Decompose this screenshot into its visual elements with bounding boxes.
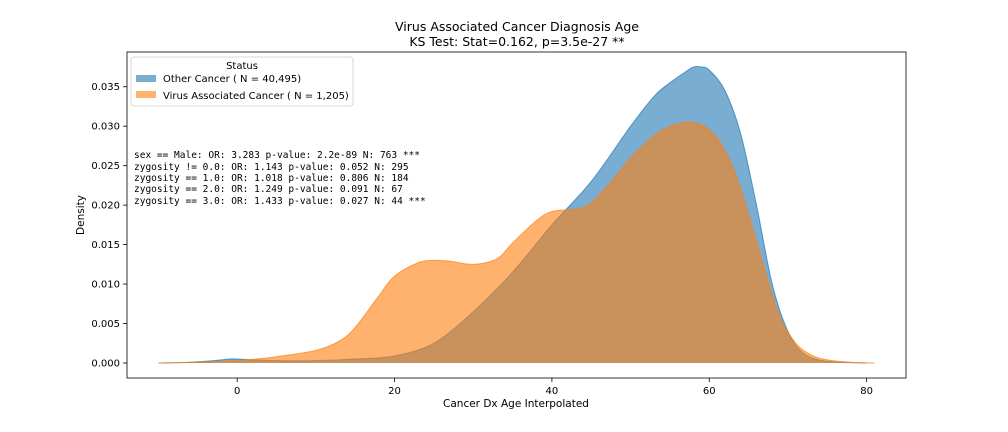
y-tick-label: 0.030	[91, 122, 120, 133]
x-axis-label: Cancer Dx Age Interpolated	[443, 398, 589, 410]
x-tick-label: 80	[860, 386, 873, 397]
legend-box	[130, 56, 354, 107]
annotation-line: sex == Male: OR: 3.283 p-value: 2.2e-89 …	[134, 150, 420, 161]
legend-swatch-other-cancer	[136, 75, 156, 82]
x-tick-label: 0	[234, 386, 240, 397]
legend-label-other-cancer: Other Cancer ( N = 40,495)	[163, 74, 301, 85]
annotation-line: zygosity == 2.0: OR: 1.249 p-value: 0.09…	[134, 184, 403, 195]
y-tick-label: 0.000	[91, 359, 120, 370]
y-axis: 0.000 0.005 0.010 0.015 0.020 0.025 0.030 0.035	[91, 82, 127, 370]
y-tick-label: 0.005	[91, 319, 120, 330]
y-tick-label: 0.025	[91, 161, 120, 172]
density-areas	[158, 66, 875, 364]
legend-label-virus-associated-cancer: Virus Associated Cancer ( N = 1,205)	[163, 91, 349, 102]
legend-swatch-virus-associated-cancer	[136, 91, 156, 98]
y-tick-label: 0.035	[91, 82, 120, 93]
y-tick-label: 0.010	[91, 280, 120, 291]
chart-title: Virus Associated Cancer Diagnosis Age	[395, 19, 639, 34]
x-tick-label: 60	[703, 386, 716, 397]
annotation-line: zygosity != 0.0: OR: 1.143 p-value: 0.05…	[134, 162, 409, 173]
y-tick-label: 0.015	[91, 240, 120, 251]
x-axis: 0 20 40 60 80	[234, 378, 873, 397]
annotation-line: zygosity == 1.0: OR: 1.018 p-value: 0.80…	[134, 173, 409, 184]
x-tick-label: 20	[388, 386, 401, 397]
legend: Status Other Cancer ( N = 40,495) Virus …	[130, 56, 354, 107]
y-tick-label: 0.020	[91, 201, 120, 212]
x-tick-label: 40	[546, 386, 559, 397]
chart-subtitle: KS Test: Stat=0.162, p=3.5e-27 **	[409, 34, 624, 49]
legend-title: Status	[226, 61, 258, 72]
axes-frame	[126, 51, 907, 379]
density-line-1	[158, 121, 875, 364]
y-axis-label: Density	[75, 195, 87, 235]
density-area-1	[158, 122, 875, 363]
annotation-line: zygosity == 3.0: OR: 1.433 p-value: 0.02…	[134, 196, 426, 207]
annotation-block: sex == Male: OR: 3.283 p-value: 2.2e-89 …	[134, 150, 426, 207]
plot-area: 0 20 40 60 80 0.000 0.005 0.010 0.015 0.020 0.025…	[91, 51, 907, 397]
